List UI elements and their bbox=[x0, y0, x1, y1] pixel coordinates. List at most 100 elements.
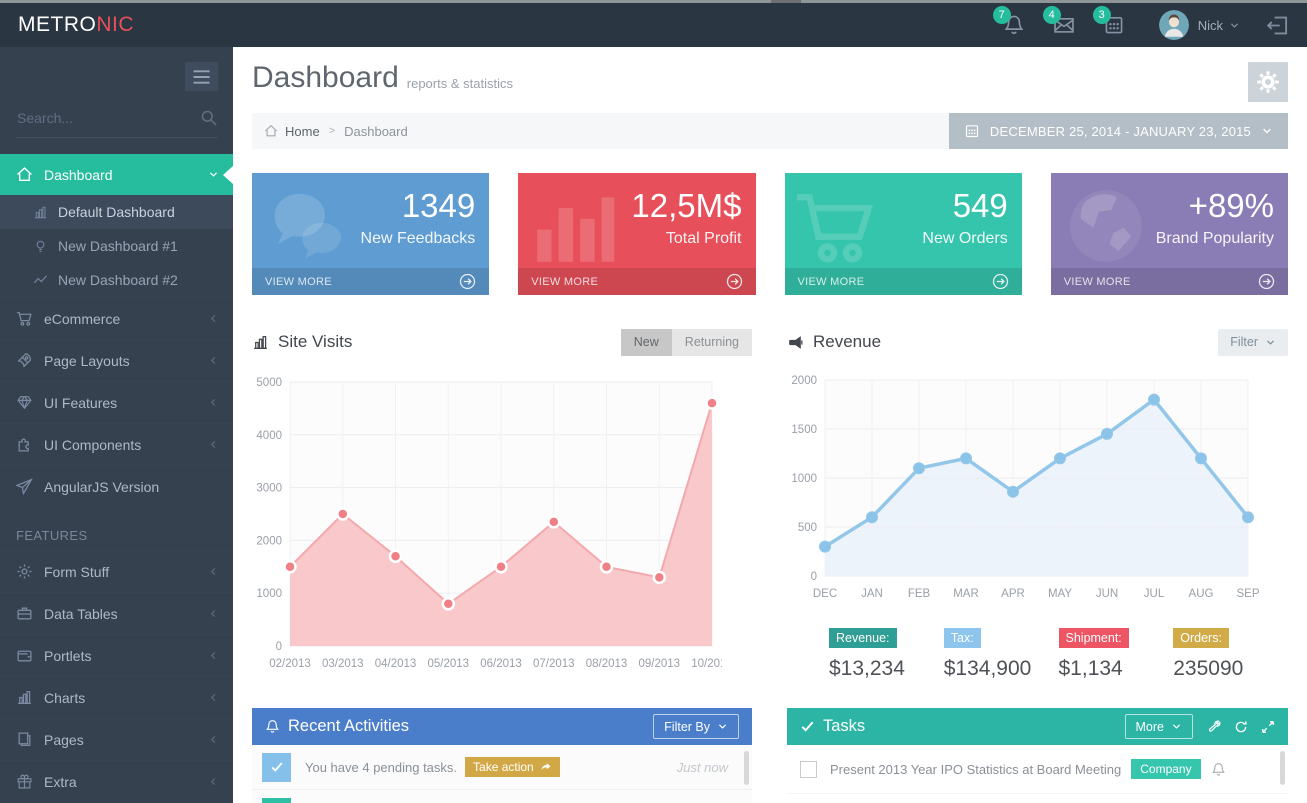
tile-value: 1349 bbox=[401, 187, 476, 224]
chevron-down-icon bbox=[1229, 20, 1240, 31]
logout-icon bbox=[1266, 14, 1289, 37]
sidebar-item-ecommerce[interactable]: eCommerce bbox=[0, 297, 233, 339]
sidebar-item-ui-features[interactable]: UI Features bbox=[0, 381, 233, 423]
stat-value: $13,234 bbox=[829, 657, 905, 680]
view-more-label: VIEW MORE bbox=[531, 275, 599, 288]
toggle-returning[interactable]: Returning bbox=[671, 328, 752, 356]
view-more-link[interactable]: VIEW MORE bbox=[1050, 268, 1288, 295]
stat-label: Tax: bbox=[943, 628, 981, 648]
svg-text:1500: 1500 bbox=[791, 424, 817, 436]
sidebar-item-charts[interactable]: Charts bbox=[0, 676, 233, 718]
settings-button[interactable] bbox=[1248, 62, 1288, 102]
sidebar-subitem-default-dashboard[interactable]: Default Dashboard bbox=[0, 195, 233, 229]
tasks-scrollbar[interactable] bbox=[1280, 751, 1285, 785]
sidebar-item-dashboard[interactable]: Dashboard bbox=[0, 154, 233, 195]
svg-text:2000: 2000 bbox=[791, 375, 817, 387]
sidebar-item-label: Dashboard bbox=[44, 166, 113, 183]
activity-icon bbox=[262, 752, 291, 782]
filter-label: Filter bbox=[1230, 335, 1258, 349]
user-menu[interactable]: Nick bbox=[1158, 10, 1240, 40]
search-icon bbox=[200, 109, 218, 127]
new-returning-toggle: New Returning bbox=[620, 328, 752, 356]
svg-text:JUN: JUN bbox=[1096, 588, 1118, 600]
sidebar-item-label: UI Features bbox=[44, 394, 118, 411]
sidebar-item-extra[interactable]: Extra bbox=[0, 760, 233, 802]
arrow-right-circle-icon bbox=[726, 273, 743, 290]
svg-text:3000: 3000 bbox=[256, 483, 282, 495]
sidebar-item-label: Portlets bbox=[44, 647, 92, 664]
view-more-link[interactable]: VIEW MORE bbox=[518, 268, 756, 295]
diamond-icon bbox=[16, 394, 33, 411]
view-more-label: VIEW MORE bbox=[1063, 275, 1131, 288]
svg-text:1000: 1000 bbox=[791, 473, 817, 485]
sidebar-item-label: Data Tables bbox=[44, 605, 118, 622]
search-input[interactable] bbox=[15, 109, 200, 127]
view-more-label: VIEW MORE bbox=[797, 275, 865, 288]
envelope-icon bbox=[1053, 14, 1075, 36]
gear-icon bbox=[1256, 70, 1280, 94]
pages-icon bbox=[16, 731, 33, 748]
sidebar-item-label: Page Layouts bbox=[44, 352, 130, 369]
cart-icon bbox=[16, 310, 33, 327]
bell-notification-button[interactable]: 7 bbox=[992, 6, 1025, 36]
more-dropdown[interactable]: More bbox=[1124, 714, 1193, 739]
sidebar-item-label: Form Stuff bbox=[44, 563, 110, 580]
filter-dropdown[interactable]: Filter bbox=[1218, 328, 1288, 356]
view-more-link[interactable]: VIEW MORE bbox=[784, 268, 1022, 295]
browser-scrollbar-handle[interactable] bbox=[771, 0, 802, 3]
sidebar-item-page-layouts[interactable]: Page Layouts bbox=[0, 339, 233, 381]
sidebar-item-pages[interactable]: Pages bbox=[0, 718, 233, 760]
filter-by-dropdown[interactable]: Filter By bbox=[653, 714, 739, 739]
sidebar-item-data-tables[interactable]: Data Tables bbox=[0, 592, 233, 634]
svg-text:06/2013: 06/2013 bbox=[480, 658, 522, 670]
breadcrumb-separator: > bbox=[328, 125, 336, 137]
envelope-notification-button[interactable]: 4 bbox=[1042, 6, 1075, 36]
svg-text:09/2013: 09/2013 bbox=[639, 658, 681, 670]
sidebar-item-form-stuff[interactable]: Form Stuff bbox=[0, 550, 233, 592]
view-more-link[interactable]: VIEW MORE bbox=[252, 268, 490, 295]
page-head: Dashboard reports & statistics bbox=[233, 47, 1307, 102]
rocket-icon bbox=[16, 352, 33, 369]
trend-icon bbox=[33, 273, 48, 288]
date-range-picker[interactable]: DECEMBER 25, 2014 - JANUARY 23, 2015 bbox=[948, 113, 1288, 149]
take-action-button[interactable]: Take action bbox=[465, 757, 560, 777]
sidebar-item-ui-components[interactable]: UI Components bbox=[0, 423, 233, 465]
tile-new-feedbacks: 1349 New Feedbacks VIEW MORE bbox=[252, 173, 490, 295]
logout-button[interactable] bbox=[1266, 14, 1289, 37]
page-subtitle: reports & statistics bbox=[406, 76, 513, 91]
recent-activities-panel: Recent Activities Filter By You have 4 p… bbox=[252, 708, 752, 803]
chevron-left-icon bbox=[208, 355, 219, 366]
chevron-down-icon bbox=[1265, 337, 1276, 348]
revenue-panel: Revenue Filter 0 500 1000 1500 2000 DEC JAN FEB… bbox=[787, 322, 1288, 681]
sidebar-menu: Dashboard Default Dashboard New Dashboar… bbox=[0, 154, 233, 802]
wrench-icon[interactable] bbox=[1207, 720, 1221, 734]
toggle-new[interactable]: New bbox=[620, 328, 672, 356]
home-icon bbox=[264, 124, 278, 138]
recent-activities-body: You have 4 pending tasks. Take action Ju… bbox=[252, 745, 752, 803]
activity-row[interactable] bbox=[252, 790, 752, 803]
activity-row[interactable]: You have 4 pending tasks. Take action Ju… bbox=[252, 745, 752, 790]
expand-icon[interactable] bbox=[1261, 720, 1275, 734]
breadcrumb-home[interactable]: Home bbox=[285, 123, 320, 139]
browser-scrollbar[interactable] bbox=[0, 0, 1307, 3]
search-button[interactable] bbox=[200, 109, 218, 127]
chevron-down-icon bbox=[1261, 125, 1273, 137]
task-checkbox[interactable] bbox=[800, 760, 817, 778]
sidebar-item-portlets[interactable]: Portlets bbox=[0, 634, 233, 676]
recent-activities-title: Recent Activities bbox=[288, 717, 410, 735]
sidebar-toggle-button[interactable] bbox=[185, 62, 218, 91]
refresh-icon[interactable] bbox=[1234, 720, 1248, 734]
chevron-left-icon bbox=[208, 397, 219, 408]
activity-icon bbox=[262, 797, 291, 803]
chart-bars-icon bbox=[16, 689, 33, 706]
content: Dashboard reports & statistics Home > Da… bbox=[233, 47, 1307, 803]
hamburger-icon bbox=[192, 69, 211, 85]
logo[interactable]: METRONIC bbox=[18, 13, 230, 37]
sidebar-subitem-new-dashboard-2[interactable]: New Dashboard #2 bbox=[0, 263, 233, 297]
calendar-notification-button[interactable]: 3 bbox=[1092, 6, 1125, 36]
sidebar-item-angularjs-version[interactable]: AngularJS Version bbox=[0, 465, 233, 507]
home-icon bbox=[16, 166, 33, 183]
user-name: Nick bbox=[1197, 17, 1223, 33]
sidebar-subitem-new-dashboard-1[interactable]: New Dashboard #1 bbox=[0, 229, 233, 263]
activities-scrollbar[interactable] bbox=[744, 751, 749, 785]
